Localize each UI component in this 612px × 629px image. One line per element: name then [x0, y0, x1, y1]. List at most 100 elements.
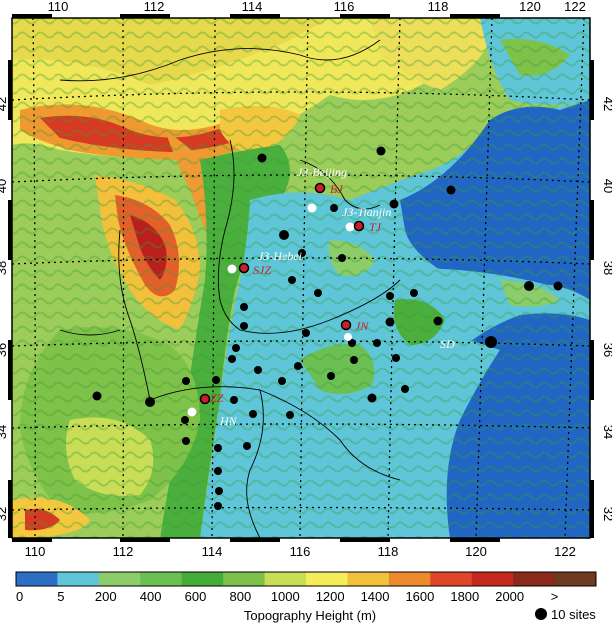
lon-tick-top-120: 120 — [519, 0, 541, 14]
colorbar-segment — [513, 572, 556, 586]
site-marker — [348, 339, 356, 347]
colorbar-segment — [223, 572, 266, 586]
lat-tick-right-32: 32 — [601, 507, 612, 521]
lat-tick-left-42: 42 — [0, 97, 9, 111]
lon-tick-bottom-116: 116 — [290, 544, 311, 559]
label-sjz: SJZ — [253, 263, 271, 277]
label-zz: ZZ — [210, 391, 224, 405]
colorbar-tick-label: 2000 — [495, 589, 524, 604]
city-markers — [199, 182, 365, 405]
sites-legend-label: 10 sites — [551, 607, 596, 622]
site-marker — [232, 344, 240, 352]
site-marker — [212, 376, 220, 384]
colorbar-segment — [57, 572, 100, 586]
colorbar-segment — [16, 572, 58, 586]
lat-tick-right-36: 36 — [601, 343, 612, 357]
colorbar-segment — [181, 572, 224, 586]
site-marker — [401, 385, 409, 393]
lon-tick-top-122: 122 — [564, 0, 586, 14]
colorbar-tick-label: 1400 — [361, 589, 390, 604]
label-j3-hebei: J3-Hebei — [258, 249, 302, 263]
colorbar-segment — [471, 572, 514, 586]
colorbar-segment — [430, 572, 473, 586]
lat-tick-left-40: 40 — [0, 179, 9, 193]
colorbar-tick-label: 1800 — [450, 589, 479, 604]
site-marker — [145, 397, 155, 407]
site-marker — [92, 391, 102, 401]
colorbar — [15, 571, 597, 587]
lat-tick-right-40: 40 — [601, 179, 612, 193]
label-sd: SD — [440, 337, 455, 351]
site-marker — [249, 410, 257, 418]
site-marker — [181, 416, 189, 424]
lat-tick-right-42: 42 — [601, 97, 612, 111]
colorbar-frame — [15, 571, 597, 587]
site-marker — [386, 292, 394, 300]
colorbar-segment — [140, 572, 183, 586]
lon-tick-top-112: 112 — [144, 0, 165, 14]
site-marker — [376, 146, 386, 156]
colorbar-tick-label: 200 — [95, 589, 117, 604]
site-marker — [286, 411, 294, 419]
site-marker — [230, 396, 238, 404]
label-tj: TJ — [369, 220, 382, 234]
bj-marker — [314, 182, 326, 194]
site-marker — [240, 303, 248, 311]
site-marker — [330, 204, 338, 212]
site-marker — [410, 289, 418, 297]
j3-tianjin-marker — [345, 222, 355, 232]
lon-tick-top-114: 114 — [242, 0, 263, 14]
label-bj: BJ — [330, 182, 343, 196]
label-j3-beijing: J3-Beijing — [297, 165, 347, 179]
frame-checker — [8, 14, 594, 542]
colorbar-tick-label: > — [551, 589, 559, 604]
site-marker — [254, 366, 262, 374]
site-marker — [243, 442, 251, 450]
site-marker — [392, 354, 400, 362]
lat-tick-left-38: 38 — [0, 261, 9, 275]
site-marker — [367, 393, 377, 403]
label-hn: HN — [219, 414, 238, 428]
site-marker — [302, 329, 310, 337]
label-jn: JN — [355, 319, 369, 333]
jn-marker — [340, 319, 352, 331]
colorbar-segment — [554, 572, 597, 586]
site-marker — [485, 336, 497, 348]
site-marker — [524, 281, 534, 291]
colorbar-segment — [347, 572, 390, 586]
site-marker — [279, 230, 289, 240]
colorbar-title: Topography Height (m) — [244, 608, 376, 623]
tj-marker — [353, 220, 365, 232]
colorbar-segment — [264, 572, 307, 586]
lon-tick-bottom-120: 120 — [465, 544, 487, 559]
graticule — [12, 18, 590, 538]
site-marker — [294, 362, 302, 370]
jn-j3-marker — [344, 333, 352, 341]
lon-tick-bottom-122: 122 — [554, 544, 576, 559]
site-marker — [350, 356, 358, 364]
site-marker — [389, 199, 399, 209]
site-marker — [257, 153, 267, 163]
site-marker — [214, 502, 222, 510]
colorbar-tick-label: 600 — [185, 589, 207, 604]
colorbar-tick-label: 0 — [16, 589, 23, 604]
site-marker — [373, 339, 381, 347]
lon-tick-bottom-112: 112 — [113, 544, 134, 559]
sites-legend-marker — [535, 608, 547, 620]
terrain-layer — [12, 18, 590, 538]
zz-marker — [199, 393, 211, 405]
lat-tick-left-32: 32 — [0, 507, 9, 521]
sjz-marker — [238, 262, 250, 274]
site-marker — [240, 322, 248, 330]
lat-tick-right-38: 38 — [601, 261, 612, 275]
j3-hebei-marker — [227, 264, 237, 274]
site-marker — [338, 254, 346, 262]
colorbar-tick-label: 5 — [57, 589, 64, 604]
province-borders — [59, 39, 401, 538]
colorbar-tick-label: 1600 — [405, 589, 434, 604]
site-marker — [228, 355, 236, 363]
colorbar-segment — [98, 572, 141, 586]
site-marker — [314, 289, 322, 297]
colorbar-tick-label: 400 — [140, 589, 162, 604]
